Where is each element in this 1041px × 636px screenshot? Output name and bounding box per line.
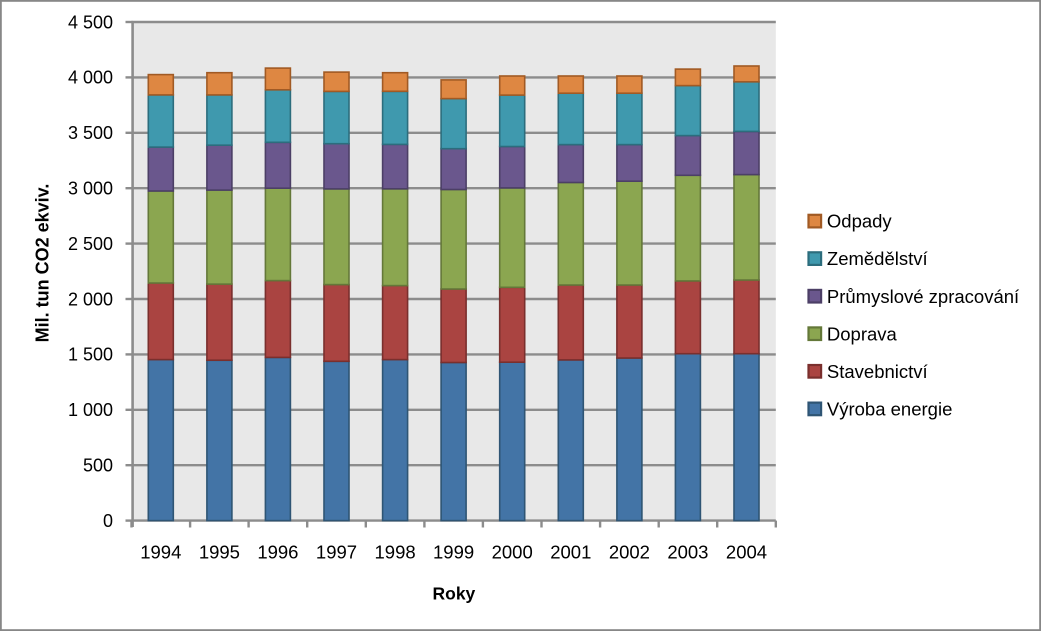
svg-text:Roky: Roky	[433, 584, 476, 604]
svg-text:1997: 1997	[316, 542, 357, 563]
svg-text:1 500: 1 500	[68, 345, 113, 365]
svg-text:1998: 1998	[375, 542, 416, 563]
svg-text:1 000: 1 000	[68, 400, 113, 420]
svg-text:3 000: 3 000	[68, 179, 113, 199]
svg-text:Mil. tun CO2 ekviv.: Mil. tun CO2 ekviv.	[33, 184, 53, 343]
svg-text:1994: 1994	[140, 542, 181, 563]
svg-text:Zemědělství: Zemědělství	[827, 248, 929, 269]
svg-text:500: 500	[83, 456, 113, 476]
svg-text:2000: 2000	[492, 542, 533, 563]
svg-text:2003: 2003	[667, 542, 708, 563]
svg-text:1996: 1996	[257, 542, 298, 563]
svg-text:0: 0	[103, 511, 113, 531]
svg-text:4 000: 4 000	[68, 68, 113, 88]
svg-text:3 500: 3 500	[68, 123, 113, 143]
svg-text:Doprava: Doprava	[827, 323, 898, 344]
svg-text:1995: 1995	[199, 542, 240, 563]
svg-text:Průmyslové zpracování: Průmyslové zpracování	[827, 286, 1020, 307]
svg-text:2 000: 2 000	[68, 289, 113, 309]
svg-text:2004: 2004	[726, 542, 767, 563]
svg-text:Stavebnictví: Stavebnictví	[827, 361, 929, 382]
svg-text:2 500: 2 500	[68, 234, 113, 254]
svg-text:Odpady: Odpady	[827, 211, 893, 232]
svg-text:Výroba energie: Výroba energie	[827, 399, 952, 420]
svg-text:4 500: 4 500	[68, 12, 113, 32]
svg-text:2002: 2002	[609, 542, 650, 563]
svg-text:1999: 1999	[433, 542, 474, 563]
svg-text:2001: 2001	[550, 542, 591, 563]
